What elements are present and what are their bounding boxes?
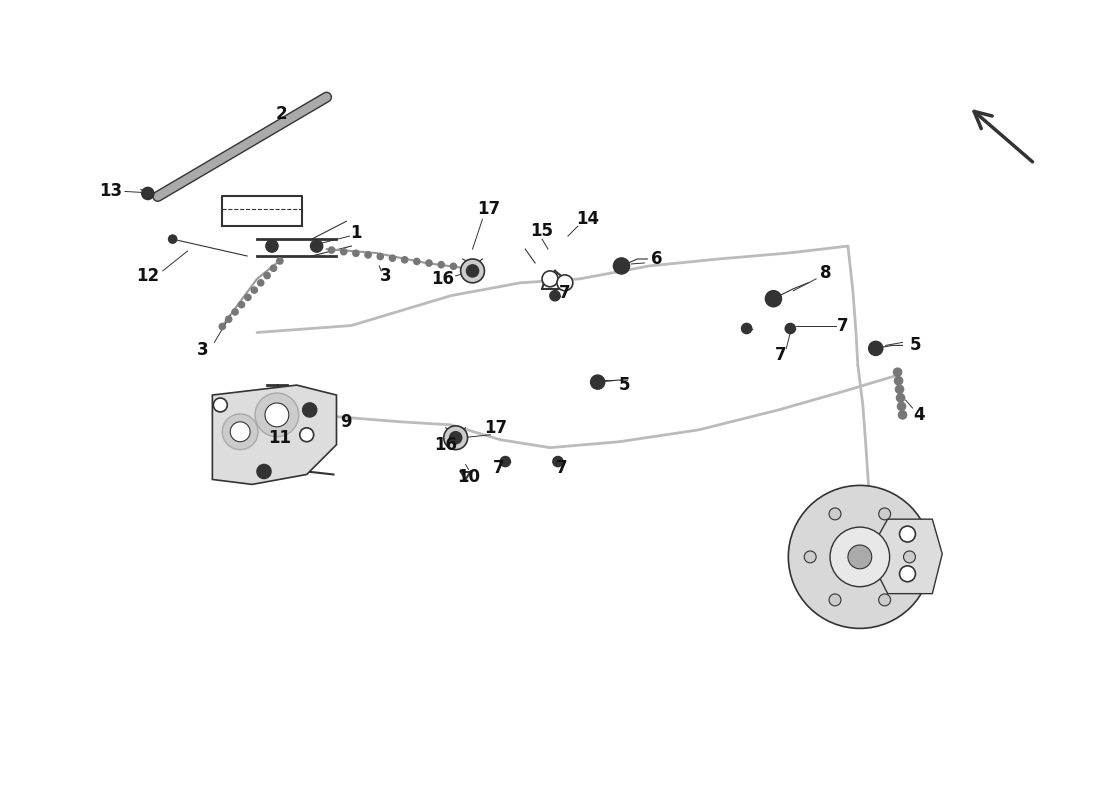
Circle shape [414, 258, 420, 265]
Circle shape [461, 259, 484, 283]
Circle shape [299, 428, 314, 442]
Circle shape [365, 252, 371, 258]
Circle shape [142, 187, 154, 199]
Circle shape [266, 240, 278, 252]
Circle shape [869, 342, 882, 355]
Text: 8: 8 [821, 264, 832, 282]
Circle shape [893, 368, 902, 376]
Text: 17: 17 [484, 419, 507, 437]
Text: 3: 3 [381, 267, 392, 285]
Circle shape [264, 273, 271, 278]
Circle shape [219, 323, 225, 330]
Circle shape [899, 411, 906, 419]
Circle shape [377, 254, 383, 259]
Circle shape [895, 386, 903, 394]
Circle shape [463, 265, 469, 271]
Circle shape [591, 375, 605, 389]
Text: 9: 9 [341, 413, 352, 431]
Circle shape [402, 257, 408, 262]
Text: 7: 7 [557, 458, 568, 477]
Text: 13: 13 [99, 182, 122, 201]
Circle shape [848, 545, 871, 569]
Circle shape [896, 394, 904, 402]
Text: 7: 7 [837, 317, 849, 334]
Circle shape [168, 235, 177, 243]
Circle shape [741, 323, 751, 334]
Text: 1: 1 [351, 224, 362, 242]
Circle shape [329, 247, 334, 253]
Circle shape [271, 266, 276, 271]
Circle shape [265, 403, 289, 427]
Polygon shape [212, 385, 337, 485]
Text: 3: 3 [197, 342, 208, 359]
Text: 6: 6 [651, 250, 663, 268]
Circle shape [341, 249, 346, 254]
Circle shape [894, 377, 902, 385]
Circle shape [829, 594, 842, 606]
Circle shape [245, 294, 251, 300]
Circle shape [879, 594, 891, 606]
Circle shape [389, 255, 395, 261]
Circle shape [766, 290, 781, 306]
Circle shape [450, 432, 462, 444]
Text: 4: 4 [914, 406, 925, 424]
Circle shape [222, 414, 258, 450]
Circle shape [553, 457, 563, 466]
Text: 10: 10 [458, 469, 480, 486]
Circle shape [226, 316, 232, 322]
Circle shape [438, 262, 444, 268]
Circle shape [251, 287, 257, 293]
Text: 7: 7 [559, 284, 571, 302]
Circle shape [900, 566, 915, 582]
Circle shape [277, 258, 283, 264]
Circle shape [230, 422, 250, 442]
Circle shape [900, 526, 915, 542]
Circle shape [426, 260, 432, 266]
Text: 14: 14 [576, 210, 600, 228]
Circle shape [785, 323, 795, 334]
Text: 16: 16 [431, 270, 454, 288]
Circle shape [898, 402, 905, 410]
Circle shape [443, 426, 468, 450]
Circle shape [879, 508, 891, 520]
Text: 5: 5 [618, 376, 630, 394]
Circle shape [310, 240, 322, 252]
Circle shape [542, 271, 558, 286]
Circle shape [614, 258, 629, 274]
Circle shape [213, 398, 228, 412]
Text: 17: 17 [477, 200, 500, 218]
Circle shape [550, 290, 560, 301]
Circle shape [829, 508, 842, 520]
Text: 7: 7 [774, 346, 786, 364]
Circle shape [257, 280, 264, 286]
Circle shape [789, 486, 932, 629]
Circle shape [830, 527, 890, 586]
Circle shape [257, 465, 271, 478]
Circle shape [557, 275, 573, 290]
Circle shape [255, 393, 299, 437]
Circle shape [450, 263, 456, 270]
Circle shape [500, 457, 510, 466]
Text: 2: 2 [276, 105, 288, 123]
Circle shape [239, 302, 244, 308]
Circle shape [466, 265, 478, 277]
Circle shape [903, 551, 915, 563]
Text: 16: 16 [434, 436, 458, 454]
Text: 11: 11 [268, 429, 292, 446]
Circle shape [353, 250, 359, 256]
Polygon shape [878, 519, 943, 594]
Text: 5: 5 [910, 336, 921, 354]
Circle shape [232, 309, 238, 315]
Text: 15: 15 [530, 222, 553, 240]
Text: 7: 7 [493, 458, 504, 477]
Circle shape [302, 403, 317, 417]
Circle shape [804, 551, 816, 563]
Text: 12: 12 [136, 267, 160, 285]
